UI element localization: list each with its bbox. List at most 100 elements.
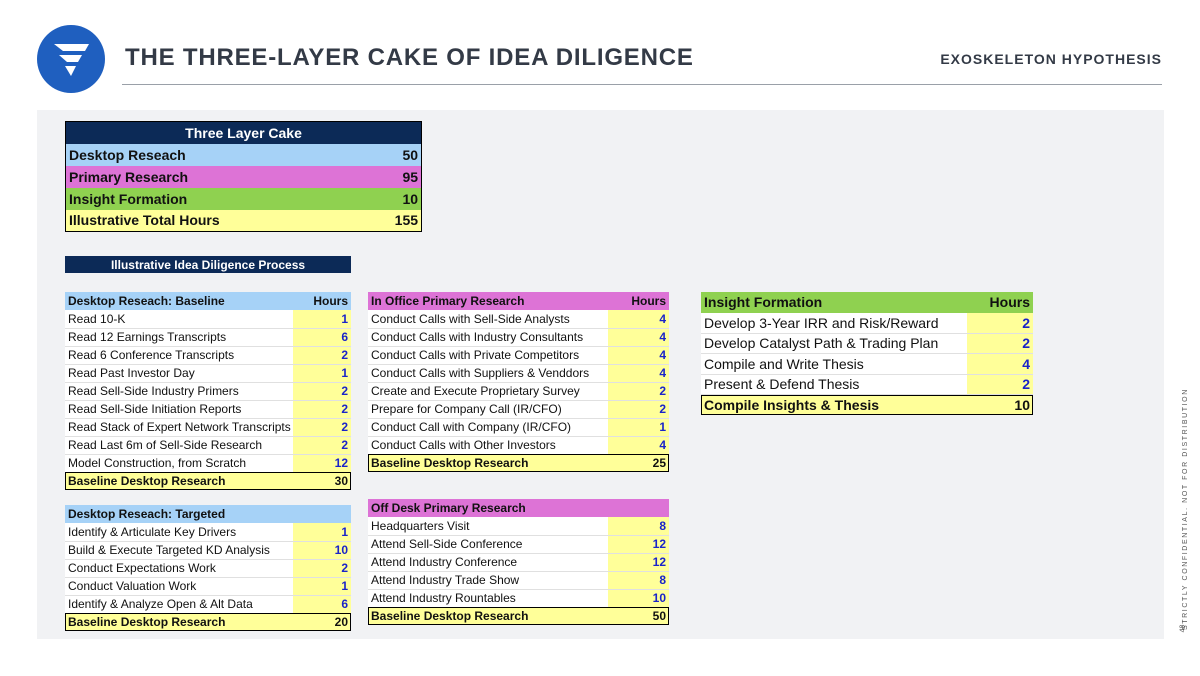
row-hours: 1 <box>293 364 351 383</box>
row-hours: 10 <box>293 541 351 560</box>
baseline-rows: Read 10-K 1 Read 12 Earnings Transcripts 6 R… <box>65 310 351 473</box>
table-row: Read Stack of Expert Network Transcripts… <box>65 418 351 437</box>
row-label: Headquarters Visit <box>368 517 608 536</box>
off-desk-primary-table: Off Desk Primary Research Headquarters V… <box>368 499 669 625</box>
offdesk-header-row: Off Desk Primary Research <box>368 499 669 517</box>
row-hours: 1 <box>608 418 669 437</box>
table-row: Develop Catalyst Path & Trading Plan 2 <box>701 333 1033 354</box>
table-row: Conduct Call with Company (IR/CFO) 1 <box>368 418 669 437</box>
row-hours: 2 <box>293 346 351 365</box>
row-label: Attend Industry Conference <box>368 553 608 572</box>
row-hours: 6 <box>293 595 351 614</box>
table-row: Read 12 Earnings Transcripts 6 <box>65 328 351 347</box>
row-label: Read Past Investor Day <box>65 364 293 383</box>
page-number: 48 <box>1179 624 1187 633</box>
table-row: Headquarters Visit 8 <box>368 517 669 536</box>
desktop-baseline-table: Desktop Reseach: Baseline Hours Read 10-… <box>65 292 351 490</box>
desktop-targeted-table: Desktop Reseach: Targeted Identify & Art… <box>65 505 351 631</box>
row-hours: 12 <box>293 454 351 473</box>
insight-header-row: Insight Formation Hours <box>701 292 1033 313</box>
table-row: Model Construction, from Scratch 12 <box>65 454 351 473</box>
table-row: Read Sell-Side Industry Primers 2 <box>65 382 351 401</box>
table-row: Identify & Analyze Open & Alt Data 6 <box>65 595 351 614</box>
row-label: Read 12 Earnings Transcripts <box>65 328 293 347</box>
table-row: Read Sell-Side Initiation Reports 2 <box>65 400 351 419</box>
row-label: Conduct Calls with Suppliers & Venddors <box>368 364 608 383</box>
row-hours: 1 <box>293 577 351 596</box>
row-hours: 12 <box>608 535 669 554</box>
row-label: Identify & Analyze Open & Alt Data <box>65 595 293 614</box>
row-hours: 12 <box>608 553 669 572</box>
row-label: Attend Industry Rountables <box>368 589 608 608</box>
logo-mark-icon <box>54 44 89 76</box>
row-label: Conduct Expectations Work <box>65 559 293 578</box>
row-hours: 4 <box>608 328 669 347</box>
targeted-header-row: Desktop Reseach: Targeted <box>65 505 351 523</box>
row-hours: 4 <box>608 364 669 383</box>
row-label: Read Stack of Expert Network Transcripts <box>65 418 293 437</box>
row-label: Develop 3-Year IRR and Risk/Reward <box>701 312 967 334</box>
table-row: Conduct Valuation Work 1 <box>65 577 351 596</box>
row-hours: 6 <box>293 328 351 347</box>
table-row: Read 10-K 1 <box>65 310 351 329</box>
table-row: Attend Sell-Side Conference 12 <box>368 535 669 554</box>
row-label: Conduct Valuation Work <box>65 577 293 596</box>
row-hours: 8 <box>608 517 669 536</box>
table-row: Conduct Calls with Sell-Side Analysts 4 <box>368 310 669 329</box>
table-row: Present & Defend Thesis 2 <box>701 374 1033 395</box>
baseline-header-row: Desktop Reseach: Baseline Hours <box>65 292 351 310</box>
process-title: Illustrative Idea Diligence Process <box>65 256 351 273</box>
row-label: Create and Execute Proprietary Survey <box>368 382 608 401</box>
page-title: THE THREE-LAYER CAKE OF IDEA DILIGENCE <box>125 44 694 71</box>
row-label: Read Last 6m of Sell-Side Research <box>65 436 293 455</box>
in-office-primary-table: In Office Primary Research Hours Conduct… <box>368 292 669 472</box>
inoffice-header-row: In Office Primary Research Hours <box>368 292 669 310</box>
table-row: Read 6 Conference Transcripts 2 <box>65 346 351 365</box>
targeted-total-row: Baseline Desktop Research 20 <box>65 613 351 631</box>
row-hours: 4 <box>967 353 1033 375</box>
cake-title: Three Layer Cake <box>65 121 422 144</box>
table-row: Compile and Write Thesis 4 <box>701 353 1033 375</box>
row-label: Read 10-K <box>65 310 293 329</box>
table-row: Build & Execute Targeted KD Analysis 10 <box>65 541 351 560</box>
row-label: Attend Industry Trade Show <box>368 571 608 590</box>
inoffice-total-row: Baseline Desktop Research 25 <box>368 454 669 472</box>
row-hours: 4 <box>608 346 669 365</box>
row-hours: 2 <box>608 382 669 401</box>
table-row: Attend Industry Rountables 10 <box>368 589 669 608</box>
cake-row-insight: Insight Formation 10 <box>65 187 422 210</box>
table-row: Conduct Calls with Industry Consultants 4 <box>368 328 669 347</box>
row-label: Attend Sell-Side Conference <box>368 535 608 554</box>
table-row: Create and Execute Proprietary Survey 2 <box>368 382 669 401</box>
row-label: Conduct Calls with Private Competitors <box>368 346 608 365</box>
row-label: Read Sell-Side Initiation Reports <box>65 400 293 419</box>
row-label: Prepare for Company Call (IR/CFO) <box>368 400 608 419</box>
row-hours: 1 <box>293 310 351 329</box>
row-label: Model Construction, from Scratch <box>65 454 293 473</box>
table-row: Conduct Calls with Other Investors 4 <box>368 436 669 455</box>
offdesk-rows: Headquarters Visit 8 Attend Sell-Side Conf… <box>368 517 669 608</box>
row-hours: 2 <box>967 312 1033 334</box>
row-label: Present & Defend Thesis <box>701 374 967 395</box>
header-divider <box>122 84 1162 85</box>
row-label: Conduct Calls with Industry Consultants <box>368 328 608 347</box>
cake-row-primary: Primary Research 95 <box>65 165 422 188</box>
row-label: Identify & Articulate Key Drivers <box>65 523 293 542</box>
table-row: Conduct Calls with Suppliers & Venddors 4 <box>368 364 669 383</box>
row-label: Build & Execute Targeted KD Analysis <box>65 541 293 560</box>
company-logo <box>37 25 105 93</box>
cake-row-desktop: Desktop Reseach 50 <box>65 143 422 166</box>
row-hours: 2 <box>293 382 351 401</box>
table-row: Identify & Articulate Key Drivers 1 <box>65 523 351 542</box>
row-hours: 2 <box>293 436 351 455</box>
table-row: Prepare for Company Call (IR/CFO) 2 <box>368 400 669 419</box>
row-label: Read 6 Conference Transcripts <box>65 346 293 365</box>
targeted-rows: Identify & Articulate Key Drivers 1 Build … <box>65 523 351 614</box>
table-row: Attend Industry Conference 12 <box>368 553 669 572</box>
process-title-bar: Illustrative Idea Diligence Process <box>65 256 351 273</box>
row-hours: 2 <box>967 374 1033 395</box>
row-hours: 1 <box>293 523 351 542</box>
row-hours: 2 <box>608 400 669 419</box>
insight-rows: Develop 3-Year IRR and Risk/Reward 2 Devel… <box>701 312 1033 395</box>
row-hours: 8 <box>608 571 669 590</box>
